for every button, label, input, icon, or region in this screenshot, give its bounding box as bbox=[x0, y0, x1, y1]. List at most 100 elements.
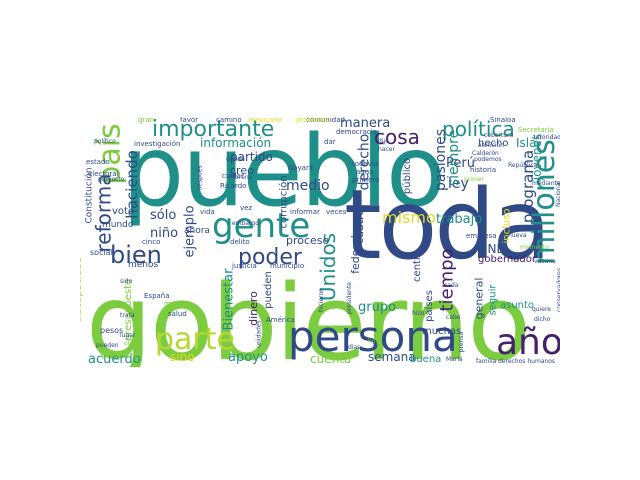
word-hacer: hacer bbox=[378, 146, 395, 153]
word-vacuna: vacuna bbox=[534, 258, 556, 265]
word-obra: obra bbox=[124, 340, 138, 347]
word-muchas: muchas bbox=[422, 326, 462, 337]
word-delito: delito bbox=[230, 238, 250, 246]
word-medio: medio bbox=[286, 178, 330, 194]
word-mexicano: mexicano bbox=[248, 117, 282, 124]
word-nacional: Nacional bbox=[554, 181, 560, 207]
word-problema: problema bbox=[296, 117, 330, 124]
word-cuatro: cuatro bbox=[353, 208, 367, 245]
word-cosa: cosa bbox=[374, 125, 420, 149]
word-anos: años bbox=[496, 322, 560, 363]
word-bien: bien bbox=[110, 241, 162, 269]
word-hicieron: hicieron bbox=[317, 288, 325, 312]
word-asunto: asunto bbox=[500, 300, 535, 311]
word-presidente: presidente bbox=[345, 282, 353, 314]
word-nueva: nueva bbox=[508, 232, 527, 239]
word-proceso: proceso bbox=[286, 234, 330, 247]
word-cobertura: cobertura bbox=[484, 132, 514, 139]
word-gran: gran bbox=[138, 117, 155, 124]
word-pueden: pueden bbox=[262, 271, 274, 309]
word-informacion: información bbox=[200, 136, 272, 150]
word-pasiones: pasiones bbox=[433, 129, 449, 191]
word-gente: gente bbox=[212, 206, 311, 246]
word-pueden-2: pueden bbox=[96, 342, 119, 349]
word-primer: primer bbox=[464, 176, 484, 183]
word-lugar: lugar bbox=[120, 332, 136, 339]
word-hizo: hizo bbox=[412, 310, 425, 317]
word-gobierno: gobierno bbox=[86, 262, 531, 367]
word-pesos: pesos bbox=[100, 326, 124, 335]
word-reforma: reforma bbox=[91, 173, 116, 253]
word-quiere: quiere bbox=[532, 306, 551, 313]
word-podemos: podemos bbox=[474, 156, 502, 163]
word-seguir: seguir bbox=[487, 284, 499, 316]
word-paises: países bbox=[423, 290, 435, 322]
word-america: América bbox=[266, 316, 295, 324]
word-vez: vez bbox=[240, 204, 253, 212]
word-mediante: mediante bbox=[532, 180, 560, 187]
word-persona: persona bbox=[288, 312, 458, 361]
word-investigacion: investigación bbox=[134, 140, 181, 148]
word-voto: voto bbox=[112, 206, 135, 217]
word-toda: toda bbox=[344, 169, 551, 281]
word-discapacidad: discapacidad bbox=[80, 257, 84, 323]
word-prensa: prensa bbox=[458, 331, 466, 353]
word-comunidad: comunidad bbox=[306, 117, 345, 124]
word-despues: después bbox=[196, 165, 204, 191]
word-trata: trata bbox=[120, 312, 135, 319]
word-poder: poder bbox=[238, 245, 302, 270]
word-embargo: embargo bbox=[232, 220, 259, 227]
word-siempre: siempre bbox=[446, 129, 463, 187]
word-dicho: dicho bbox=[534, 316, 551, 323]
word-buena: buena bbox=[410, 354, 442, 365]
word-cinco: cinco bbox=[142, 238, 161, 246]
word-cabo: cabo bbox=[446, 314, 461, 321]
word-hecho: hecho bbox=[478, 138, 509, 149]
word-momento: momento bbox=[520, 244, 549, 251]
word-informar: informar bbox=[290, 208, 320, 216]
word-pueblo: pueblo bbox=[122, 117, 446, 229]
word-mismo: mismo bbox=[382, 208, 436, 227]
word-dias: días bbox=[348, 344, 361, 351]
word-ricardo: Ricardo bbox=[220, 182, 247, 190]
word-derechos-humanos: derechos humanos bbox=[498, 358, 556, 365]
word-solo: sólo bbox=[150, 208, 177, 223]
word-nino: niño bbox=[150, 226, 179, 241]
word-apoyo: apoyo bbox=[228, 350, 268, 365]
word-unidades: unidades bbox=[255, 320, 263, 348]
word-cuidar: cuidar bbox=[222, 172, 244, 180]
word-publico: público bbox=[402, 157, 414, 195]
word-tiempo: tiempo bbox=[436, 248, 458, 312]
word-estado: estado bbox=[86, 158, 110, 166]
word-familia: familia bbox=[476, 358, 497, 365]
word-morena: Morena bbox=[230, 174, 253, 181]
word-camino: camino bbox=[216, 117, 242, 124]
word-nayarit: Nayarit bbox=[288, 164, 314, 172]
word-semana: semana bbox=[368, 350, 416, 364]
word-maria: María bbox=[446, 356, 463, 363]
word-justicia: justicia bbox=[232, 262, 257, 270]
word-social: social bbox=[90, 248, 113, 257]
word-politico: político bbox=[94, 138, 116, 145]
word-primero: primero bbox=[352, 176, 380, 184]
word-proyecto: proyecto bbox=[98, 176, 125, 183]
word-sinaloa: Sinaloa bbox=[490, 117, 516, 124]
word-autoridades: autoridades bbox=[532, 134, 560, 141]
word-ley: ley bbox=[448, 176, 469, 192]
word-ahora: ahora bbox=[184, 226, 210, 236]
word-cada: cada bbox=[444, 282, 459, 289]
word-manera: manera bbox=[340, 117, 391, 131]
word-democracia: democracia bbox=[336, 128, 377, 136]
word-general: general bbox=[472, 277, 486, 320]
word-gobernador: gobernador bbox=[478, 254, 536, 265]
word-menos: menos bbox=[128, 260, 159, 270]
word-conservadores: conservadores bbox=[555, 268, 560, 312]
word-todavia: todavía bbox=[352, 160, 379, 168]
word-importante: importante bbox=[152, 117, 275, 142]
word-agua: agua bbox=[356, 168, 374, 176]
word-donde: donde bbox=[226, 156, 245, 163]
word-periodista: periodista bbox=[102, 352, 137, 360]
word-grupo: grupo bbox=[358, 300, 397, 315]
word-hoy: hoy bbox=[368, 338, 380, 345]
word-misma: misma bbox=[164, 300, 188, 308]
